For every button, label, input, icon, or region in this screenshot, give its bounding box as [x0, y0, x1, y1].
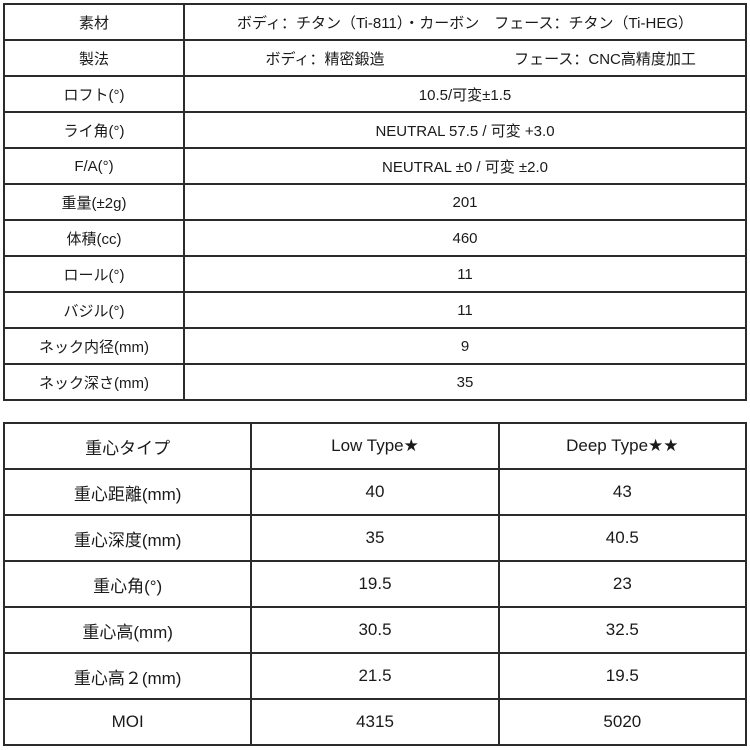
table-row: F/A(°) NEUTRAL ±0 / 可変 ±2.0 — [3, 147, 747, 185]
table-row: ネック内径(mm) 9 — [3, 327, 747, 365]
spec-value-material: ボディ：チタン（Ti-811）・カーボン フェース：チタン（Ti-HEG） — [183, 3, 747, 41]
cg-deep-height2: 19.5 — [497, 652, 748, 700]
table-row: 重心高(mm) 30.5 32.5 — [2, 606, 748, 654]
spec-value-loft: 10.5/可変±1.5 — [183, 75, 747, 113]
spec-value-bulge: 11 — [183, 291, 747, 329]
spec-value-fa: NEUTRAL ±0 / 可変 ±2.0 — [183, 147, 747, 185]
cg-table: 重心タイプ Low Type★ Deep Type★★ 重心距離(mm) 40 … — [2, 422, 748, 746]
table-row: ロフト(°) 10.5/可変±1.5 — [3, 75, 747, 113]
spec-value-lie-angle: NEUTRAL 57.5 / 可変 +3.0 — [183, 111, 747, 149]
cg-deep-distance: 43 — [497, 468, 748, 516]
cg-low-height2: 21.5 — [250, 652, 500, 700]
table-row: 重心深度(mm) 35 40.5 — [2, 514, 748, 562]
spec-table: 素材 ボディ：チタン（Ti-811）・カーボン フェース：チタン（Ti-HEG）… — [3, 3, 747, 401]
spec-value-process: ボディ：精密鍛造 フェース：CNC高精度加工 — [183, 39, 747, 77]
cg-deep-moi: 5020 — [497, 698, 748, 746]
cg-label-angle: 重心角(°) — [2, 560, 253, 608]
table-row: バジル(°) 11 — [3, 291, 747, 329]
table-row: ネック深さ(mm) 35 — [3, 363, 747, 401]
spec-label-lie-angle: ライ角(°) — [3, 111, 185, 149]
spec-value-neck-inner-diameter: 9 — [183, 327, 747, 365]
cg-low-angle: 19.5 — [250, 560, 500, 608]
cg-header-row: 重心タイプ Low Type★ Deep Type★★ — [2, 422, 748, 470]
process-value-group: ボディ：精密鍛造 フェース：CNC高精度加工 — [186, 48, 744, 69]
table-row: 重心角(°) 19.5 23 — [2, 560, 748, 608]
spec-label-weight: 重量(±2g) — [3, 183, 185, 221]
cg-label-depth: 重心深度(mm) — [2, 514, 253, 562]
cg-deep-angle: 23 — [497, 560, 748, 608]
process-face-value: フェース：CNC高精度加工 — [514, 50, 696, 68]
spec-label-roll: ロール(°) — [3, 255, 185, 293]
table-row: ロール(°) 11 — [3, 255, 747, 293]
cg-label-height2: 重心高２(mm) — [2, 652, 253, 700]
spec-label-bulge: バジル(°) — [3, 291, 185, 329]
table-gap — [3, 401, 747, 422]
spec-value-roll: 11 — [183, 255, 747, 293]
cg-low-moi: 4315 — [250, 698, 500, 746]
cg-low-height: 30.5 — [250, 606, 500, 654]
cg-low-depth: 35 — [250, 514, 500, 562]
cg-label-height: 重心高(mm) — [2, 606, 253, 654]
spec-label-process: 製法 — [3, 39, 185, 77]
spec-label-volume: 体積(cc) — [3, 219, 185, 257]
table-row: ライ角(°) NEUTRAL 57.5 / 可変 +3.0 — [3, 111, 747, 149]
spec-label-fa: F/A(°) — [3, 147, 185, 185]
spec-label-loft: ロフト(°) — [3, 75, 185, 113]
table-row: 重心高２(mm) 21.5 19.5 — [2, 652, 748, 700]
table-row: 重心距離(mm) 40 43 — [2, 468, 748, 516]
cg-header-low-type: Low Type★ — [250, 422, 500, 470]
cg-label-moi: MOI — [2, 698, 253, 746]
cg-deep-height: 32.5 — [497, 606, 748, 654]
table-row: 重量(±2g) 201 — [3, 183, 747, 221]
cg-header-deep-type: Deep Type★★ — [497, 422, 748, 470]
spec-label-neck-inner-diameter: ネック内径(mm) — [3, 327, 185, 365]
table-row: 素材 ボディ：チタン（Ti-811）・カーボン フェース：チタン（Ti-HEG） — [3, 3, 747, 41]
cg-deep-depth: 40.5 — [497, 514, 748, 562]
table-row: MOI 4315 5020 — [2, 698, 748, 746]
spec-value-weight: 201 — [183, 183, 747, 221]
spec-label-material: 素材 — [3, 3, 185, 41]
table-row: 製法 ボディ：精密鍛造 フェース：CNC高精度加工 — [3, 39, 747, 77]
spec-label-neck-depth: ネック深さ(mm) — [3, 363, 185, 401]
spec-value-neck-depth: 35 — [183, 363, 747, 401]
cg-label-distance: 重心距離(mm) — [2, 468, 253, 516]
spec-value-volume: 460 — [183, 219, 747, 257]
process-body-value: ボディ：精密鍛造 — [265, 50, 385, 68]
cg-low-distance: 40 — [250, 468, 500, 516]
cg-header-type: 重心タイプ — [2, 422, 253, 470]
table-row: 体積(cc) 460 — [3, 219, 747, 257]
